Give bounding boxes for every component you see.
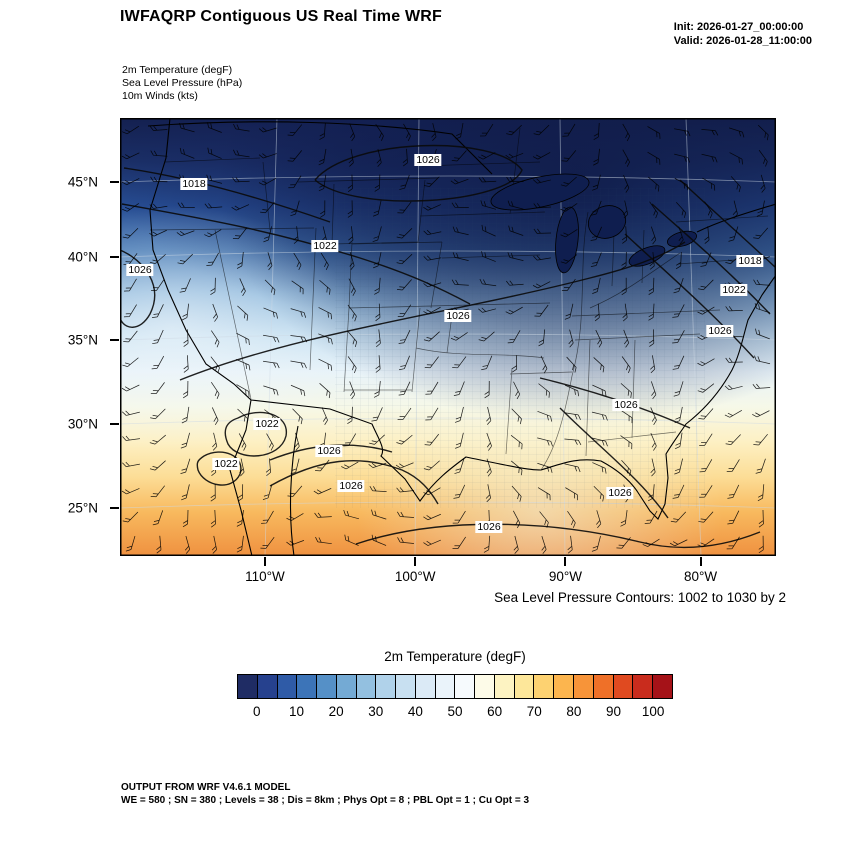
county-texture [335, 188, 705, 508]
colorbar-segment [238, 675, 258, 698]
lat-label: 30°N [67, 416, 98, 432]
lon-tickmark [699, 557, 702, 566]
lat-label: 25°N [67, 500, 98, 516]
run-times: Init: 2026-01-27_00:00:00 Valid: 2026-01… [674, 20, 812, 48]
weather-map-svg [120, 118, 776, 556]
lat-tickmark [110, 423, 119, 426]
map-frame [120, 118, 776, 556]
lat-label: 40°N [67, 249, 98, 265]
footer-config-line: WE = 580 ; SN = 380 ; Levels = 38 ; Dis … [121, 794, 530, 806]
lat-axis: 45°N 40°N 35°N 30°N 25°N [0, 118, 120, 556]
lat-tickmark [110, 339, 119, 342]
footer: OUTPUT FROM WRF V4.6.1 MODEL WE = 580 ; … [121, 782, 529, 807]
lon-tickmark [263, 557, 266, 566]
colorbar-segment [297, 675, 318, 698]
field-temperature-label: 2m Temperature (degF) [122, 64, 233, 76]
colorbar-segment [356, 675, 377, 698]
field-pressure-label: Sea Level Pressure (hPa) [122, 77, 243, 89]
colorbar-title: 2m Temperature (degF) [384, 649, 526, 664]
colorbar-segment [593, 675, 614, 698]
valid-time: Valid: 2026-01-28_11:00:00 [673, 35, 812, 47]
colorbar-segment [257, 675, 278, 698]
colorbar-tick-label: 90 [606, 704, 622, 719]
colorbar-segment [554, 675, 575, 698]
wind-barb-layer [121, 122, 771, 554]
footer-model-line: OUTPUT FROM WRF V4.6.1 MODEL [121, 782, 291, 793]
colorbar [237, 674, 673, 699]
colorbar-ticks: 0 10 20 30 40 50 60 70 80 90 100 [237, 704, 673, 722]
contour-note: Sea Level Pressure Contours: 1002 to 103… [494, 590, 786, 605]
field-winds-label: 10m Winds (kts) [122, 90, 198, 102]
lat-tickmark [110, 255, 119, 258]
colorbar-tick-label: 100 [641, 704, 665, 719]
field-list: 2m Temperature (degF) Sea Level Pressure… [122, 64, 242, 103]
colorbar-segment [376, 675, 397, 698]
lon-label: 80°W [683, 569, 718, 584]
colorbar-tick-label: 50 [447, 704, 463, 719]
lat-label: 45°N [67, 174, 98, 190]
plot-title: IWFAQRP Contiguous US Real Time WRF [120, 8, 442, 25]
colorbar-segment [277, 675, 298, 698]
lon-label: 100°W [394, 569, 436, 584]
colorbar-segment [633, 675, 654, 698]
colorbar-segment [475, 675, 495, 698]
colorbar-tick-label: 80 [566, 704, 582, 719]
lon-tickmark [564, 557, 567, 566]
colorbar-segment [455, 675, 476, 698]
colorbar-tick-label: 60 [487, 704, 503, 719]
colorbar-tick-label: 20 [328, 704, 344, 719]
init-time: Init: 2026-01-27_00:00:00 [673, 21, 804, 33]
colorbar-segment [574, 675, 594, 698]
colorbar-segment [415, 675, 436, 698]
map-area: 1026 1018 1022 1026 1026 1018 1022 1026 1022 1022… [120, 118, 776, 556]
colorbar-tick-label: 0 [253, 704, 261, 719]
lon-tickmark [414, 557, 417, 566]
lat-label: 35°N [67, 332, 98, 348]
colorbar-segment [534, 675, 555, 698]
lat-tickmark [110, 180, 119, 183]
colorbar-segment [514, 675, 535, 698]
colorbar-tick-label: 10 [288, 704, 304, 719]
colorbar-tick-label: 70 [526, 704, 542, 719]
lon-label: 110°W [245, 569, 285, 584]
colorbar-segment [435, 675, 456, 698]
lon-label: 90°W [548, 569, 583, 584]
colorbar-segment [336, 675, 357, 698]
lat-tickmark [110, 506, 119, 509]
colorbar-tick-label: 40 [407, 704, 423, 719]
lon-axis: 110°W 100°W 90°W 80°W [120, 556, 776, 592]
colorbar-segment [494, 675, 515, 698]
colorbar-tick-label: 30 [368, 704, 384, 719]
coastlines [147, 118, 776, 556]
colorbar-segment [396, 675, 416, 698]
colorbar-segment [653, 675, 672, 698]
colorbar-segment [613, 675, 634, 698]
colorbar-segment [317, 675, 337, 698]
